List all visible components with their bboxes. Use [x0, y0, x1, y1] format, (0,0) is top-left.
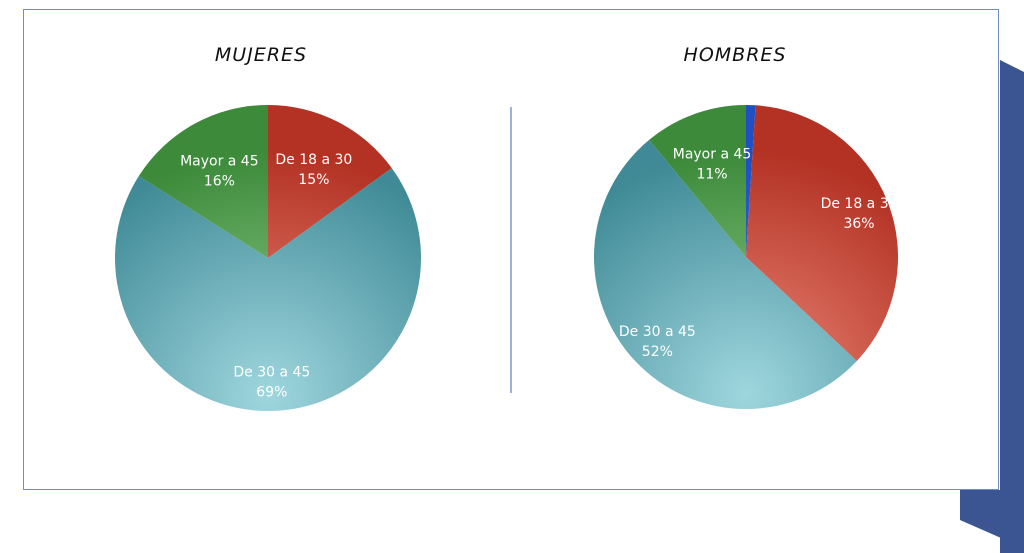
pie-slice-mayor-a-45	[649, 105, 746, 257]
pie-slice-de-18-a-30	[746, 105, 898, 362]
slice-percent-label: 11%	[696, 167, 727, 183]
slice-label: De 30 a 45	[619, 324, 696, 340]
slice-percent-label: 16%	[204, 174, 235, 190]
chart-title-hombres: HOMBRES	[683, 44, 787, 66]
decorative-bottom-band	[960, 490, 1024, 553]
slice-label: Mayor a 45	[673, 147, 752, 163]
slice-percent-label: 69%	[256, 384, 287, 400]
decorative-side-band	[1000, 60, 1024, 553]
slice-percent-label: 15%	[298, 172, 329, 188]
pie-slice-de-30-a-45	[593, 139, 857, 410]
slice-label: Mayor a 45	[180, 154, 259, 170]
pie-slice-de-30-a-45	[115, 168, 422, 411]
pie-hombres: De 18 a 30 36% De 30 a 45 52% Mayor a 45 11%	[593, 105, 898, 410]
slice-label: De 18 a 30	[821, 196, 898, 212]
slice-label: De 30 a 45	[233, 364, 310, 380]
pie-slice-unlabeled	[746, 105, 756, 257]
slice-percent-label: 36%	[843, 216, 874, 232]
chart-title-mujeres: MUJERES	[214, 44, 308, 66]
pie-mujeres: De 18 a 30 15% De 30 a 45 69% Mayor a 45 16%	[115, 105, 422, 411]
slice-label: De 18 a 30	[275, 152, 352, 168]
slice-percent-label: 52%	[642, 344, 673, 360]
pie-slice-mayor-a-45	[138, 105, 268, 258]
pie-slice-de-18-a-30	[268, 105, 392, 258]
